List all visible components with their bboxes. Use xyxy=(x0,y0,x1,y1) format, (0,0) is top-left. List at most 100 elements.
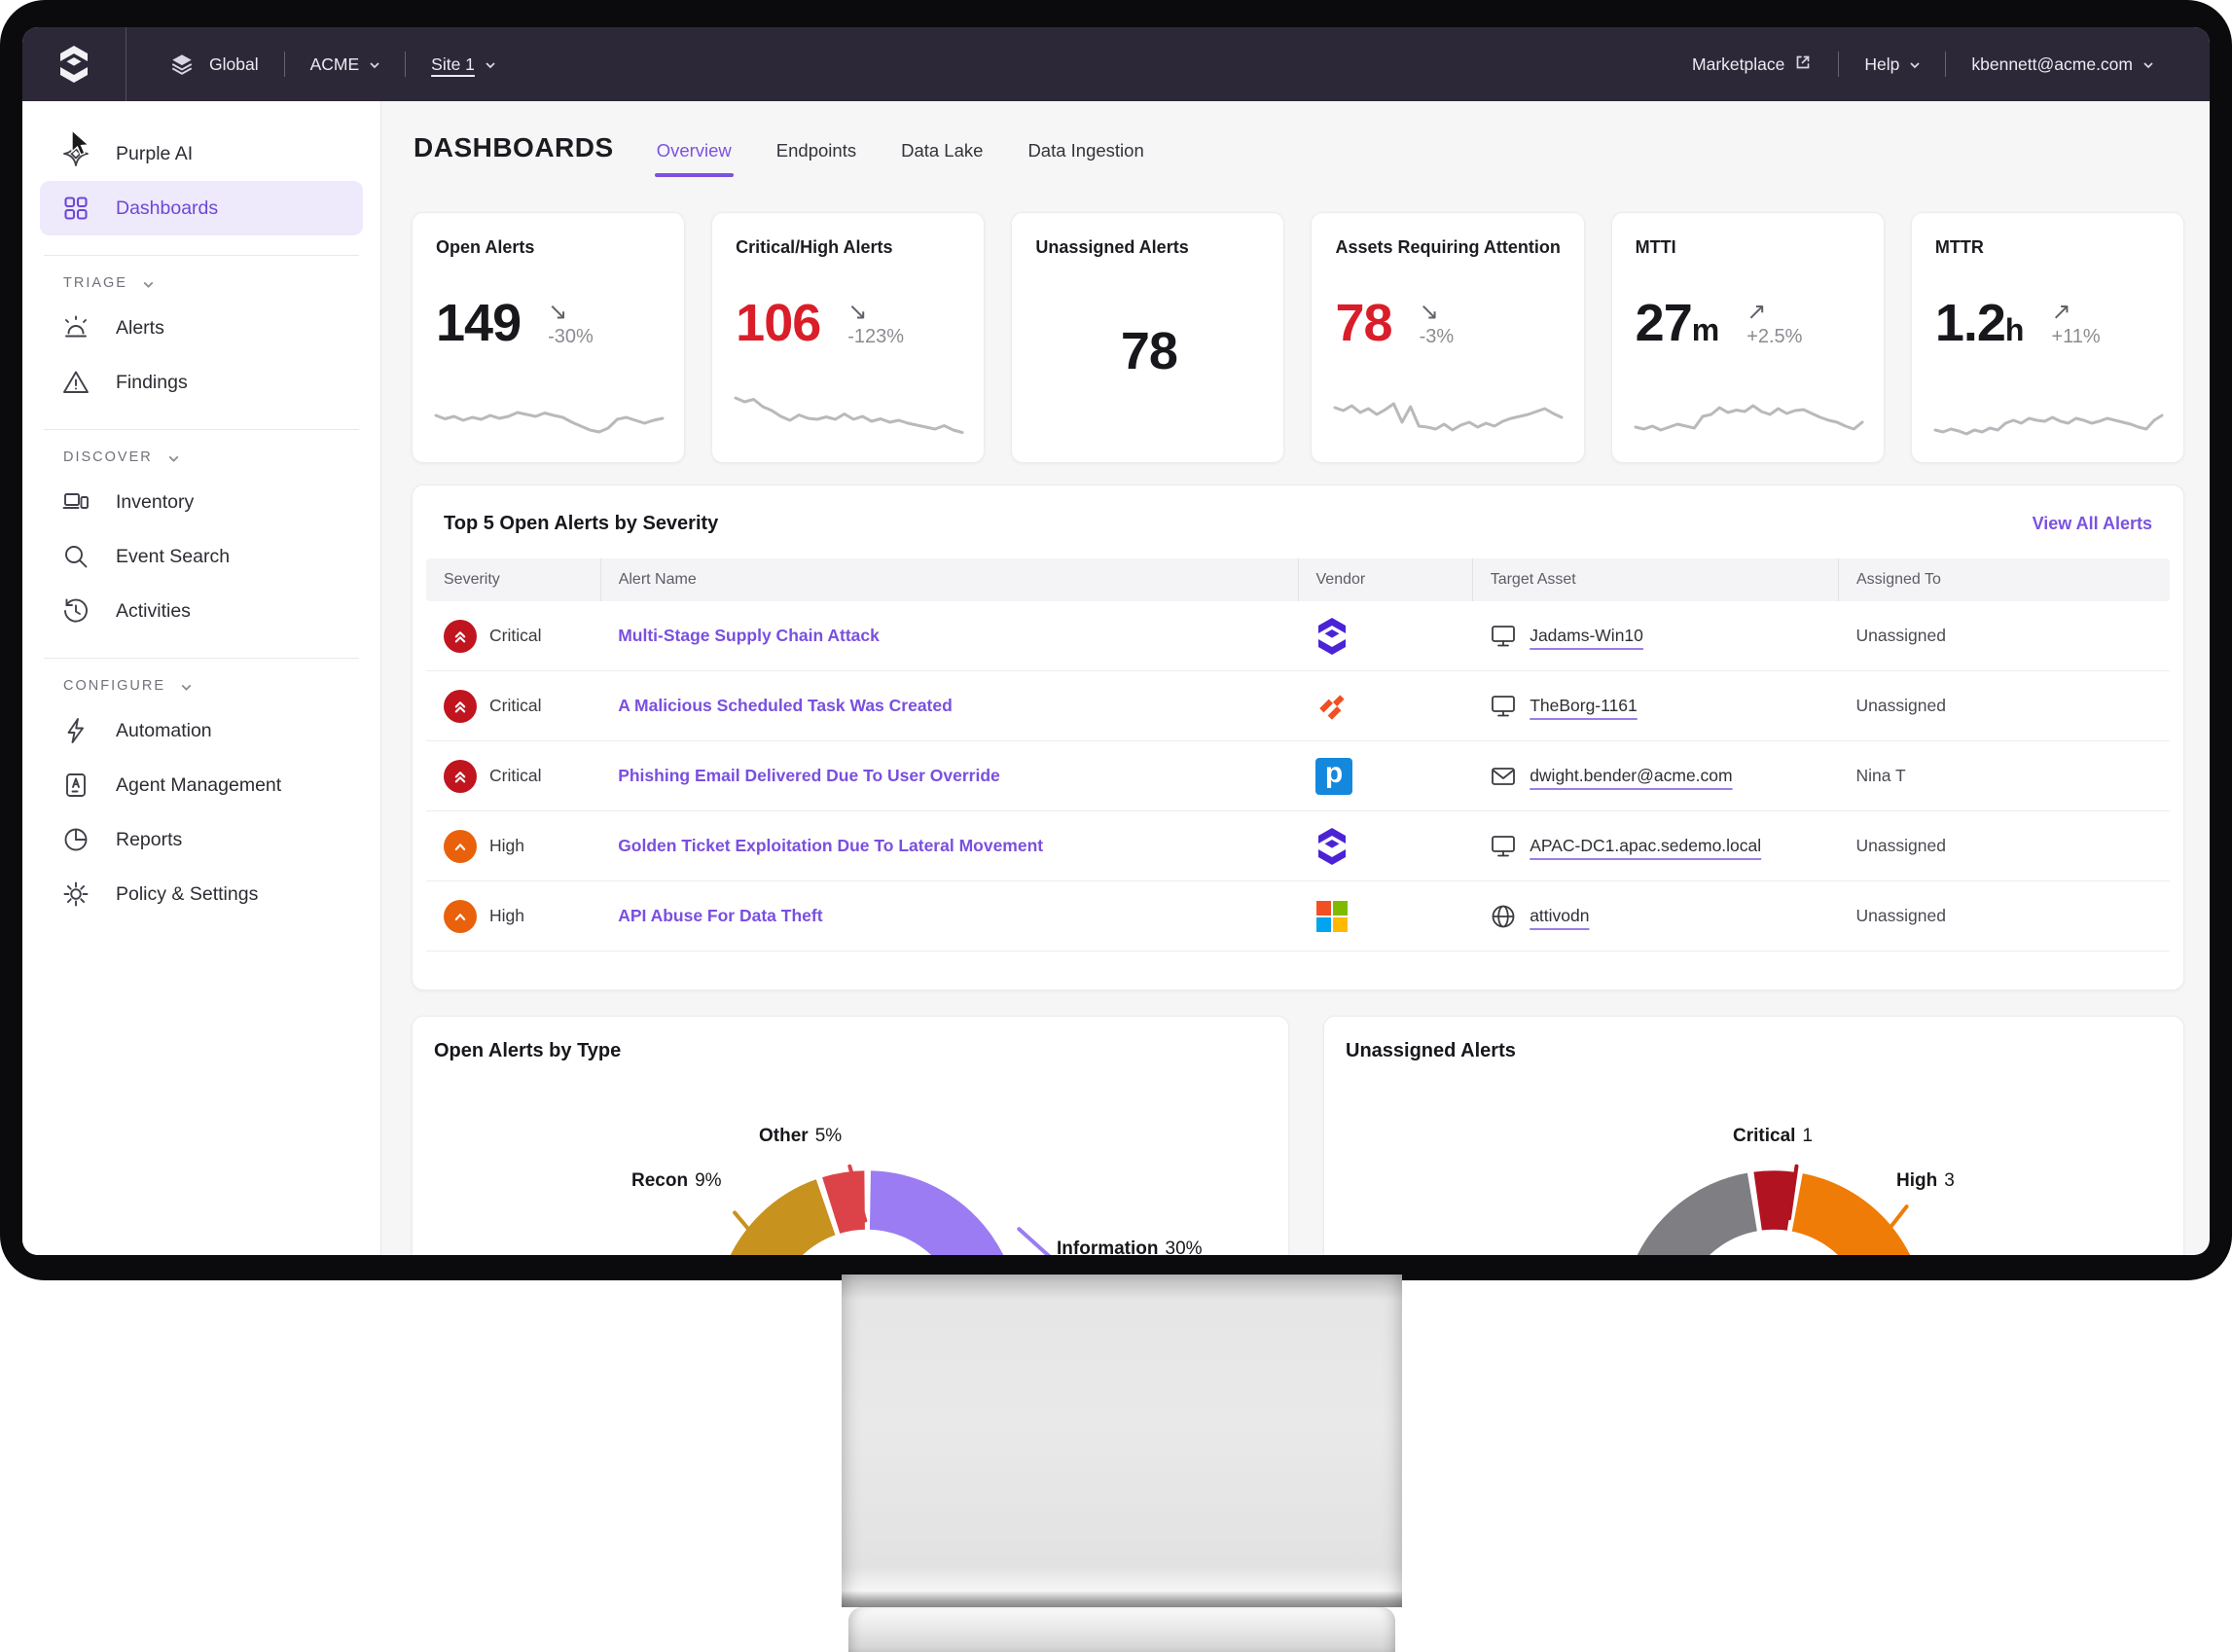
col-alert-name[interactable]: Alert Name xyxy=(599,558,1298,601)
alert-name-link[interactable]: A Malicious Scheduled Task Was Created xyxy=(618,696,953,715)
marketplace-link[interactable]: Marketplace xyxy=(1692,53,1813,77)
trend-percent: +11% xyxy=(2051,326,2101,348)
sidebar: Purple AI Dashboards TRIAGE xyxy=(22,101,381,1255)
severity-high-icon xyxy=(444,899,477,933)
kpi-unit: h xyxy=(2004,312,2025,348)
donut-chart xyxy=(1608,1158,1939,1255)
sidebar-item-automation[interactable]: Automation xyxy=(40,703,363,758)
col-severity[interactable]: Severity xyxy=(426,558,601,601)
monitor-icon xyxy=(1490,693,1517,720)
asset-link[interactable]: APAC-DC1.apac.sedemo.local xyxy=(1530,836,1762,855)
monitor-stand xyxy=(842,1275,1402,1607)
open-alerts-by-type-card: Open Alerts by Type Other 5% Recon 9% Info… xyxy=(412,1016,1289,1255)
col-vendor[interactable]: Vendor xyxy=(1297,558,1473,601)
sidebar-item-alerts[interactable]: Alerts xyxy=(40,301,363,355)
slice-label-high: High 3 xyxy=(1896,1170,1955,1191)
table-title: Top 5 Open Alerts by Severity xyxy=(444,513,719,534)
top-alerts-card: Top 5 Open Alerts by Severity View All A… xyxy=(412,485,2184,990)
findings-icon xyxy=(61,368,90,397)
alert-name-link[interactable]: Multi-Stage Supply Chain Attack xyxy=(618,626,880,645)
alert-name-link[interactable]: Phishing Email Delivered Due To User Ove… xyxy=(618,766,1000,785)
sidebar-item-agent-management[interactable]: Agent Management xyxy=(40,758,363,812)
alerts-icon xyxy=(61,313,90,342)
chevron-down-icon xyxy=(166,451,179,463)
tab-data-lake[interactable]: Data Lake xyxy=(901,140,984,161)
kpi-card-critical-high-alerts[interactable]: Critical/High Alerts 106 ↘ -123% xyxy=(711,212,986,463)
page-title: DASHBOARDS xyxy=(414,132,614,162)
alert-name-link[interactable]: API Abuse For Data Theft xyxy=(618,906,823,925)
agent-icon xyxy=(61,771,90,800)
sparkline xyxy=(434,388,665,445)
alert-name-link[interactable]: Golden Ticket Exploitation Due To Latera… xyxy=(618,836,1044,855)
kpi-card-mttr[interactable]: MTTR 1.2h ↗ +11% xyxy=(1910,212,2184,463)
table-row[interactable]: High Golden Ticket Exploitation Due To L… xyxy=(426,810,2170,881)
sidebar-item-label: Activities xyxy=(116,599,191,622)
pie-icon xyxy=(61,825,90,854)
sidebar-item-activities[interactable]: Activities xyxy=(40,584,363,638)
table-row[interactable]: Critical Multi-Stage Supply Chain Attack… xyxy=(426,601,2170,671)
kpi-card-mtti[interactable]: MTTI 27m ↗ +2.5% xyxy=(1610,212,1885,463)
sidebar-item-reports[interactable]: Reports xyxy=(40,812,363,867)
table-row[interactable]: Critical Phishing Email Delivered Due To… xyxy=(426,740,2170,811)
sidebar-item-findings[interactable]: Findings xyxy=(40,355,363,410)
dashboard-tabs: Overview Endpoints Data Lake Data Ingest… xyxy=(654,140,1144,177)
search-icon xyxy=(61,542,90,571)
site-selector[interactable]: Site 1 xyxy=(431,54,495,75)
globe-icon xyxy=(1490,903,1517,930)
user-menu[interactable]: kbennett@acme.com xyxy=(1971,54,2153,75)
kpi-card-unassigned-alerts[interactable]: Unassigned Alerts 78 xyxy=(1011,212,1285,463)
tab-overview[interactable]: Overview xyxy=(654,140,734,177)
asset-link[interactable]: dwight.bender@acme.com xyxy=(1530,766,1733,785)
sidebar-item-inventory[interactable]: Inventory xyxy=(40,475,363,529)
sparkline xyxy=(1634,388,1864,445)
slice-label-recon: Recon 9% xyxy=(631,1170,722,1191)
table-row[interactable]: High API Abuse For Data Theft attivodn U… xyxy=(426,880,2170,952)
tab-endpoints[interactable]: Endpoints xyxy=(775,140,857,161)
chevron-down-icon xyxy=(368,58,379,70)
asset-link[interactable]: TheBorg-1161 xyxy=(1530,696,1638,715)
divider xyxy=(44,255,359,256)
assigned-to: Nina T xyxy=(1855,766,1906,785)
section-triage[interactable]: TRIAGE xyxy=(63,275,363,291)
chart-title: Open Alerts by Type xyxy=(434,1040,622,1061)
trend-down-icon: ↘ xyxy=(548,299,568,326)
trend-percent: -123% xyxy=(847,326,905,348)
brand-logo[interactable] xyxy=(22,27,126,101)
assigned-to: Unassigned xyxy=(1855,696,1946,715)
trend-down-icon: ↘ xyxy=(1419,299,1439,326)
trend-percent: -30% xyxy=(548,326,594,348)
donut-chart xyxy=(702,1158,1032,1255)
assigned-to: Unassigned xyxy=(1855,836,1946,855)
kpi-card-open-alerts[interactable]: Open Alerts 149 ↘ -30% xyxy=(412,212,686,463)
view-all-alerts-link[interactable]: View All Alerts xyxy=(2032,514,2152,533)
sidebar-item-dashboards[interactable]: Dashboards xyxy=(40,181,363,235)
lightning-icon xyxy=(61,716,90,745)
assigned-to: Unassigned xyxy=(1855,906,1946,925)
sidebar-item-event-search[interactable]: Event Search xyxy=(40,529,363,584)
kpi-value: 1.2 xyxy=(1934,294,2006,353)
tab-data-ingestion[interactable]: Data Ingestion xyxy=(1027,140,1144,161)
asset-link[interactable]: attivodn xyxy=(1530,906,1590,925)
section-configure[interactable]: CONFIGURE xyxy=(63,678,363,694)
col-assigned-to[interactable]: Assigned To xyxy=(1838,558,2170,601)
vendor-sentinelone-icon xyxy=(1315,826,1472,867)
table-row[interactable]: Critical A Malicious Scheduled Task Was … xyxy=(426,670,2170,741)
sidebar-item-policy-settings[interactable]: Policy & Settings xyxy=(40,867,363,921)
severity-high-icon xyxy=(444,829,477,863)
vendor-microsoft-icon xyxy=(1315,900,1472,933)
vendor-sentinelone-icon xyxy=(1315,616,1472,657)
org-selector[interactable]: ACME xyxy=(310,54,380,75)
chart-title: Unassigned Alerts xyxy=(1346,1040,1516,1061)
kpi-card-assets-requiring-attention[interactable]: Assets Requiring Attention 78 ↘ -3% xyxy=(1311,212,1585,463)
sidebar-item-label: Findings xyxy=(116,371,188,393)
sidebar-item-label: Purple AI xyxy=(116,142,194,164)
scope-global[interactable]: Global xyxy=(209,54,259,74)
section-discover[interactable]: DISCOVER xyxy=(63,449,363,465)
help-menu[interactable]: Help xyxy=(1864,54,1921,75)
severity-critical-icon xyxy=(444,689,477,723)
col-target-asset[interactable]: Target Asset xyxy=(1471,558,1839,601)
monitor-icon xyxy=(1490,623,1517,650)
asset-link[interactable]: Jadams-Win10 xyxy=(1530,626,1643,645)
sidebar-item-label: Dashboards xyxy=(116,197,219,219)
slice-label-information: Information 30% xyxy=(1057,1239,1203,1255)
